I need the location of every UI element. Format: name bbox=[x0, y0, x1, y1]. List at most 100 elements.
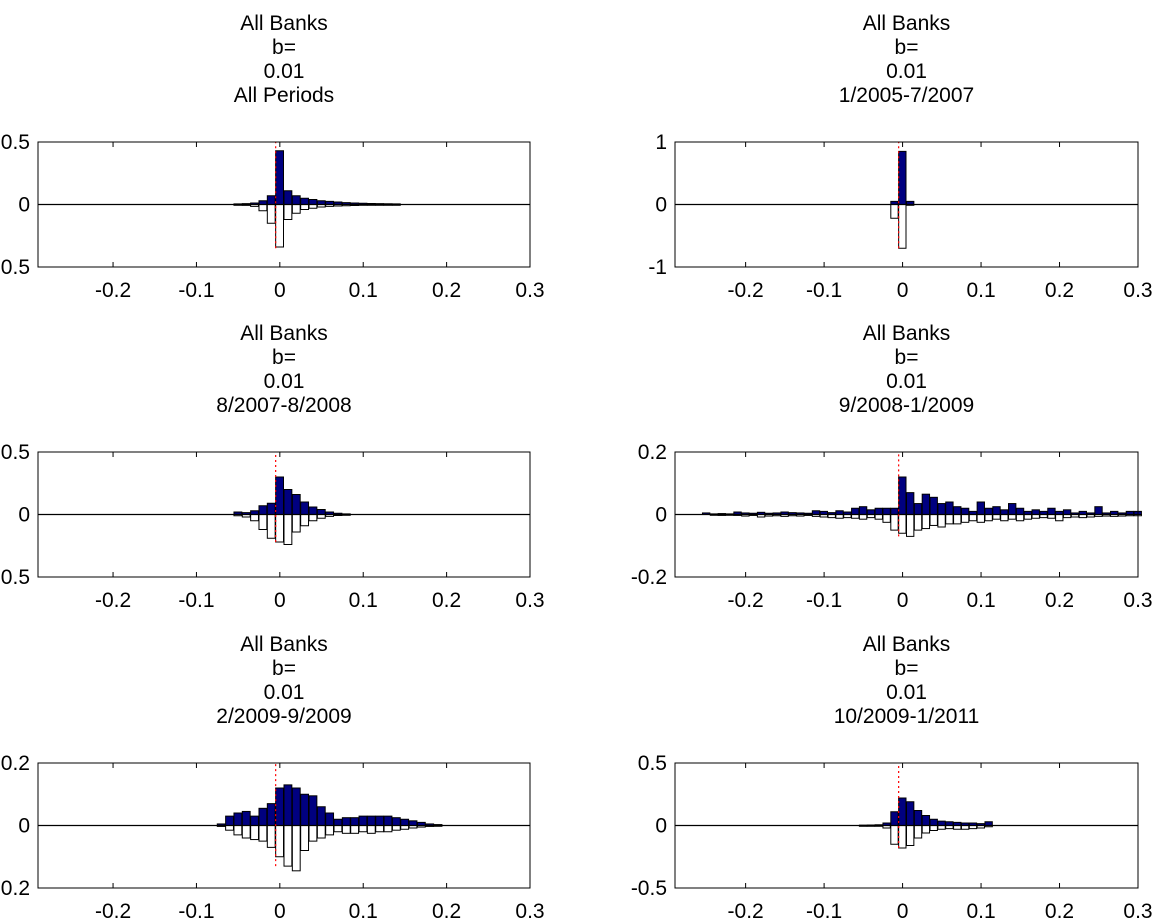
positive-bar bbox=[308, 795, 318, 826]
y-tick-label: 0 bbox=[18, 194, 30, 217]
positive-bar bbox=[960, 507, 970, 515]
y-tick-label: 0.5 bbox=[1, 131, 30, 154]
x-tick-label: 0.3 bbox=[515, 589, 544, 612]
negative-bar bbox=[913, 825, 923, 839]
positive-bar bbox=[266, 195, 276, 205]
panel-title-line: 0.01 bbox=[264, 60, 305, 83]
positive-bar bbox=[283, 784, 293, 826]
negative-bar bbox=[874, 514, 883, 520]
y-tick-label: -0.5 bbox=[0, 566, 30, 589]
panel-title-line: b= bbox=[272, 36, 296, 59]
negative-bar bbox=[383, 825, 393, 833]
x-tick-label: 0 bbox=[897, 589, 909, 612]
positive-bar bbox=[890, 811, 899, 826]
positive-bar bbox=[1031, 509, 1040, 515]
y-tick-label: 0.2 bbox=[638, 441, 667, 464]
positive-bar bbox=[383, 815, 393, 826]
negative-bar bbox=[929, 825, 938, 831]
negative-bar bbox=[366, 825, 376, 834]
negative-bar bbox=[258, 825, 268, 842]
negative-bar bbox=[325, 825, 335, 836]
positive-bar bbox=[945, 501, 954, 515]
negative-bar bbox=[906, 825, 915, 846]
negative-bar bbox=[913, 514, 923, 531]
negative-bar bbox=[258, 514, 268, 530]
negative-bar bbox=[308, 514, 318, 522]
panel-title-line: 2/2009-9/2009 bbox=[216, 705, 351, 728]
panel-title-line: 0.01 bbox=[886, 60, 927, 83]
x-tick-label: 0.1 bbox=[966, 589, 995, 612]
positive-bar bbox=[300, 197, 310, 205]
x-tick-label: 0.2 bbox=[1045, 279, 1074, 302]
panel-title-line: 0.01 bbox=[886, 370, 927, 393]
x-tick-label: 0.3 bbox=[515, 279, 544, 302]
negative-bar bbox=[1000, 514, 1009, 522]
positive-bar bbox=[375, 815, 385, 826]
positive-bar bbox=[258, 505, 268, 515]
x-tick-label: 0.3 bbox=[515, 900, 544, 922]
positive-bar bbox=[913, 503, 923, 515]
positive-bar bbox=[241, 810, 251, 826]
positive-bar bbox=[890, 507, 899, 515]
negative-bar bbox=[858, 514, 868, 520]
positive-bar bbox=[275, 787, 284, 826]
positive-bar bbox=[333, 818, 343, 826]
panel-title-line: 10/2009-1/2011 bbox=[834, 705, 980, 728]
positive-bar bbox=[937, 820, 946, 826]
positive-bar bbox=[921, 493, 931, 515]
negative-bar bbox=[898, 204, 907, 249]
positive-bar bbox=[898, 797, 907, 826]
negative-bar bbox=[250, 825, 259, 841]
x-tick-label: 0.2 bbox=[1045, 900, 1074, 922]
positive-bar bbox=[291, 494, 301, 515]
negative-bar bbox=[391, 825, 401, 831]
y-tick-label: -1 bbox=[648, 256, 667, 279]
positive-bar bbox=[906, 492, 915, 515]
panel-title-line: b= bbox=[895, 657, 919, 680]
positive-bar bbox=[929, 496, 938, 515]
panel-title-line: b= bbox=[895, 36, 919, 59]
positive-bar bbox=[929, 818, 938, 826]
negative-bar bbox=[266, 514, 276, 539]
positive-bar bbox=[866, 509, 876, 515]
positive-bar bbox=[921, 815, 931, 826]
panel-title-line: 0.01 bbox=[264, 681, 305, 704]
x-tick-label: 0 bbox=[274, 279, 286, 302]
x-tick-label: 0.3 bbox=[1123, 900, 1152, 922]
x-tick-label: -0.1 bbox=[806, 279, 842, 302]
y-tick-label: 0 bbox=[655, 194, 667, 217]
panel-title-line: b= bbox=[895, 346, 919, 369]
y-tick-label: 0 bbox=[655, 504, 667, 527]
negative-bar bbox=[350, 825, 360, 834]
positive-bar bbox=[1008, 503, 1017, 515]
x-tick-label: 0.3 bbox=[1123, 589, 1152, 612]
negative-bar bbox=[375, 825, 385, 833]
x-tick-label: 0.2 bbox=[432, 279, 461, 302]
positive-bar bbox=[1062, 509, 1072, 515]
x-tick-label: -0.1 bbox=[178, 279, 214, 302]
x-tick-label: 0.2 bbox=[432, 900, 461, 922]
panel-title-line: All Banks bbox=[863, 12, 951, 35]
positive-bar bbox=[992, 506, 1001, 515]
negative-bar bbox=[291, 825, 301, 872]
x-tick-label: 0.3 bbox=[1123, 279, 1152, 302]
positive-bar bbox=[984, 507, 993, 515]
negative-bar bbox=[890, 204, 899, 219]
x-tick-label: 0 bbox=[897, 900, 909, 922]
panel-title-line: 1/2005-7/2007 bbox=[839, 84, 974, 107]
positive-bar bbox=[258, 807, 268, 826]
panel-title-line: 8/2007-8/2008 bbox=[216, 394, 351, 417]
negative-bar bbox=[890, 514, 899, 531]
x-tick-label: -0.2 bbox=[95, 589, 131, 612]
positive-bar bbox=[233, 812, 243, 826]
x-tick-label: -0.1 bbox=[178, 900, 214, 922]
positive-bar bbox=[1000, 509, 1009, 515]
positive-bar bbox=[316, 509, 326, 515]
positive-bar bbox=[851, 507, 860, 515]
panel-title-line: 0.01 bbox=[886, 681, 927, 704]
negative-bar bbox=[300, 825, 310, 851]
positive-bar bbox=[906, 801, 915, 826]
x-tick-label: -0.2 bbox=[728, 279, 764, 302]
negative-bar bbox=[266, 825, 276, 848]
